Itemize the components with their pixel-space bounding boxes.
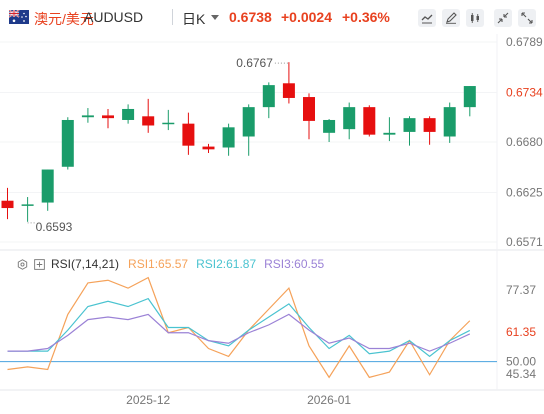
candle-body [102,115,114,119]
candle-body [122,108,135,120]
price-tick-label: 0.6734 [506,85,543,99]
candle-body [282,83,295,98]
candle-body [21,204,34,206]
candle-body [343,107,356,130]
candle-body [403,118,416,132]
candle-body [162,122,175,125]
candle-body [182,123,195,146]
candle-body [383,132,396,135]
candle-body [222,127,235,148]
max-price-label: 0.6767 [236,56,273,70]
candle-body [443,107,456,137]
period-selector[interactable]: 日K [182,11,206,27]
price-tick-label: 0.6789 [506,35,543,49]
candle-body [242,107,255,137]
candle-body [202,146,215,150]
rsi-name: RSI(7,14,21) [51,257,120,271]
candle-body [61,119,74,167]
rsi1-value: RSI1:65.57 [128,257,189,271]
rsi-tick-label: 61.35 [506,325,536,339]
price-tick-label: 0.6625 [506,185,543,199]
rsi3-value: RSI3:60.55 [264,257,325,271]
current-price: 0.6738 [229,9,272,25]
collapse-button[interactable] [494,9,512,27]
settings-icon[interactable] [17,258,28,270]
fullscreen-icon [521,12,533,24]
price-tick-label: 0.6680 [506,135,543,149]
price-change-percent: +0.36% [342,9,390,25]
candle-body [1,200,14,209]
add-indicator-icon[interactable] [34,258,45,270]
candle-body [303,97,315,121]
rsi2-value: RSI2:61.87 [196,257,257,271]
rsi-series-line [7,276,471,379]
line-chart-icon [421,14,433,24]
line-chart-button[interactable] [418,9,436,27]
australia-flag-icon [9,10,29,24]
price-change: +0.0024 [281,9,332,25]
collapse-icon [497,12,509,24]
rsi-legend: RSI(7,14,21) RSI1:65.57 RSI2:61.87 RSI3:… [17,256,332,272]
chart-header: 澳元/美元 AUDUSD 日K 0.6738 +0.0024 +0.36% [0,0,544,34]
rsi-series-line [7,313,471,352]
rsi-tick-label: 50.00 [506,355,536,369]
chevron-down-icon[interactable] [211,15,219,20]
rsi-tick-label: 77.37 [506,283,536,297]
draw-button[interactable] [442,9,460,27]
candle-body [262,85,275,108]
date-tick-label: 2025-12 [126,393,170,407]
draw-icon [446,12,457,24]
fullscreen-button[interactable] [518,9,536,27]
candle-body [323,119,336,133]
min-price-label: 0.6593 [36,220,73,234]
rsi-series-line [7,297,471,358]
candle-body [463,86,476,108]
candle-body [81,115,94,118]
indicator-icon [471,13,479,23]
pair-chinese-name[interactable]: 澳元/美元 [34,11,94,27]
candle-body [41,169,54,203]
candle-body [363,107,376,135]
pair-code[interactable]: AUDUSD [84,9,144,25]
indicator-button[interactable] [466,9,484,27]
rsi-tick-label: 45.34 [506,367,536,381]
date-tick-label: 2026-01 [307,393,351,407]
header-divider [172,9,173,25]
candle-body [142,116,155,126]
candle-body [423,118,436,132]
price-tick-label: 0.6571 [506,235,543,249]
